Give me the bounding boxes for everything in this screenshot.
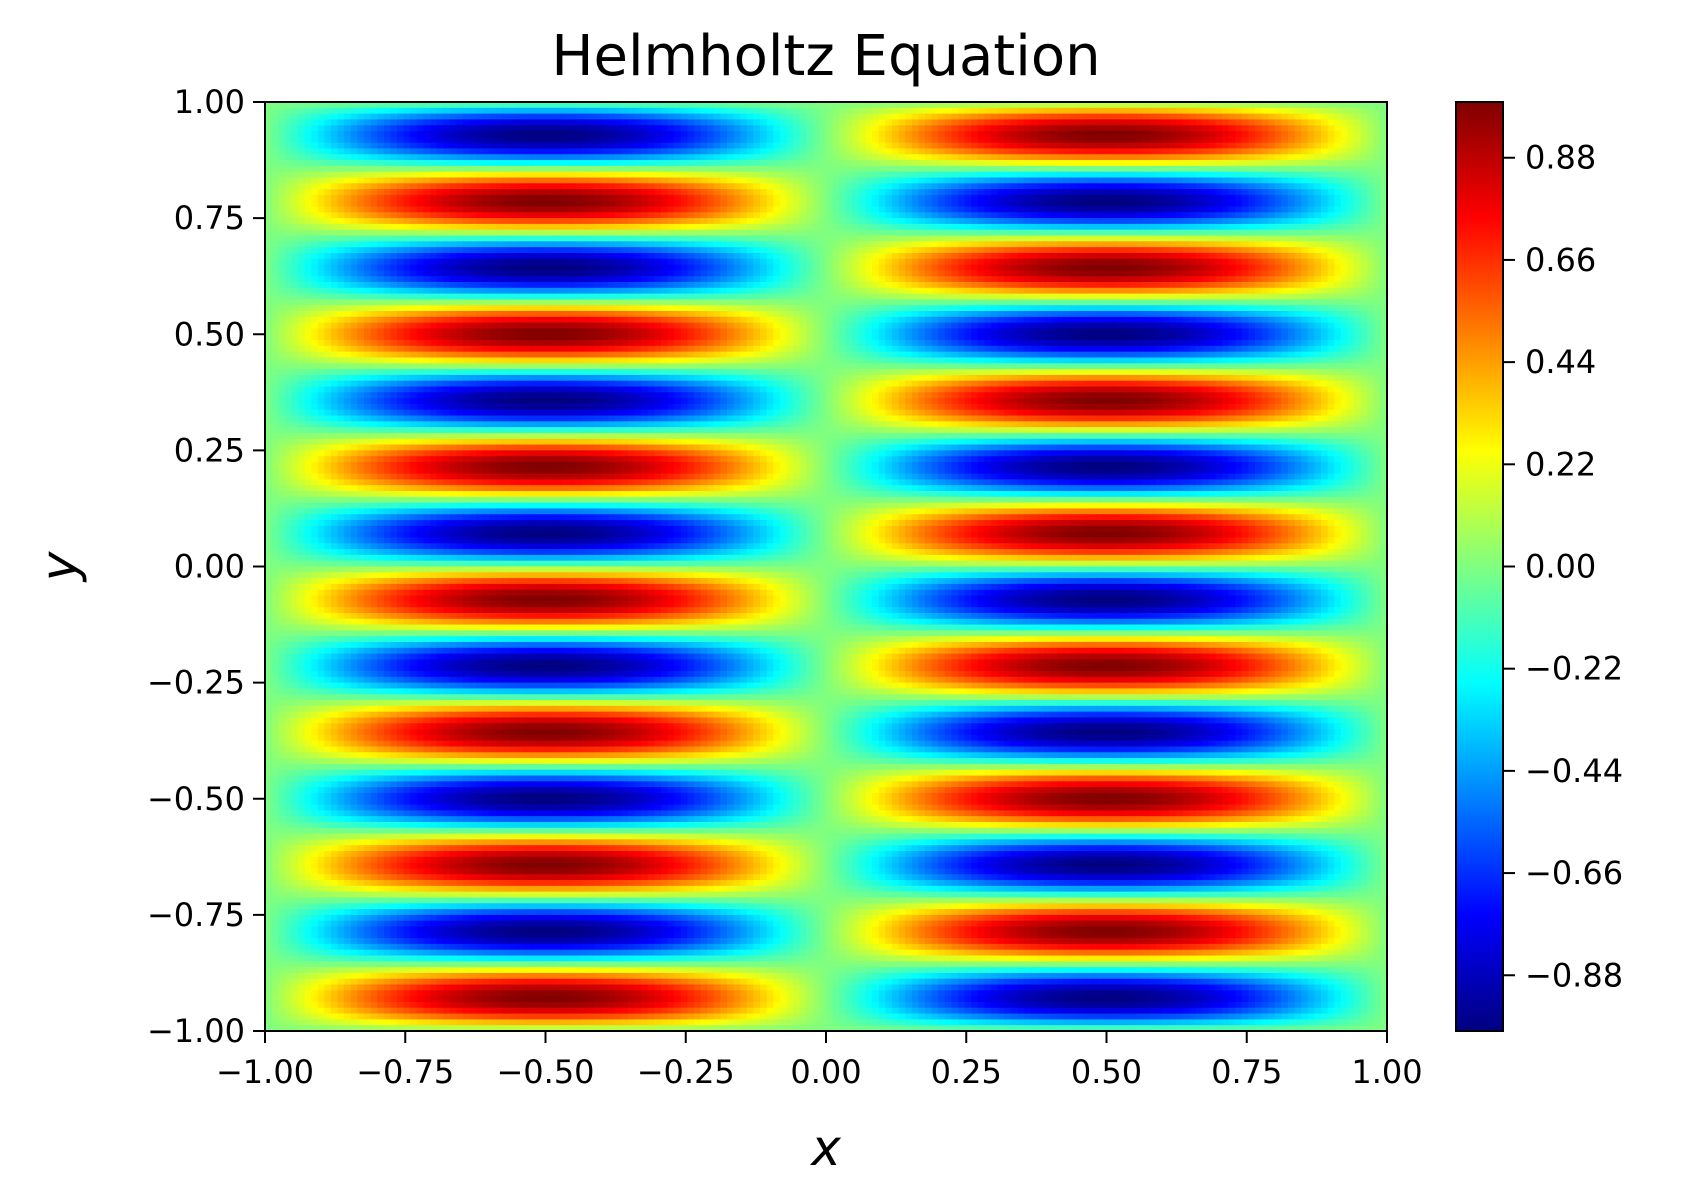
x-axis: −1.00 −0.75 −0.50 −0.25 0.00 0.25 0.50 0.75 1.00 — [216, 1031, 1423, 1091]
y-axis: −1.00 −0.75 −0.50 −0.25 0.00 0.25 0.50 0.75 1.00 — [147, 83, 265, 1050]
x-tick-label: 0.75 — [1211, 1053, 1282, 1091]
colorbar-tick-label: −0.88 — [1525, 956, 1623, 994]
colorbar-tick-label: −0.66 — [1525, 854, 1623, 892]
y-tick-label: 0.75 — [174, 199, 245, 237]
y-tick-label: 1.00 — [174, 83, 245, 121]
x-axis-label: x — [809, 1119, 841, 1177]
y-tick-label: −0.25 — [147, 664, 245, 702]
x-tick-label: −1.00 — [216, 1053, 314, 1091]
colorbar — [1456, 102, 1503, 1031]
y-tick-label: 0.00 — [174, 548, 245, 586]
x-tick-label: 1.00 — [1351, 1053, 1422, 1091]
colorbar-tick-label: 0.88 — [1525, 139, 1596, 177]
colorbar-tick-label: 0.00 — [1525, 548, 1596, 586]
y-tick-label: −0.75 — [147, 896, 245, 934]
y-tick-label: 0.25 — [174, 431, 245, 469]
colorbar-tick-label: 0.22 — [1525, 445, 1596, 483]
x-tick-label: −0.75 — [356, 1053, 454, 1091]
colorbar-tick-label: 0.66 — [1525, 241, 1596, 279]
y-tick-label: 0.50 — [174, 315, 245, 353]
y-axis-label: y — [30, 550, 88, 583]
colorbar-axis: −0.88 −0.66 −0.44 −0.22 0.00 0.22 0.44 0.66 0.88 — [1503, 139, 1623, 995]
x-tick-label: 0.50 — [1071, 1053, 1142, 1091]
colorbar-tick-label: −0.44 — [1525, 752, 1623, 790]
x-tick-label: 0.25 — [931, 1053, 1002, 1091]
x-tick-label: −0.50 — [496, 1053, 594, 1091]
x-tick-label: −0.25 — [637, 1053, 735, 1091]
x-tick-label: 0.00 — [790, 1053, 861, 1091]
colorbar-tick-label: 0.44 — [1525, 343, 1596, 381]
colorbar-tick-label: −0.22 — [1525, 650, 1623, 688]
y-tick-label: −0.50 — [147, 780, 245, 818]
y-tick-label: −1.00 — [147, 1012, 245, 1050]
heatmap-field — [265, 102, 1388, 1032]
chart-title: Helmholtz Equation — [551, 24, 1100, 89]
